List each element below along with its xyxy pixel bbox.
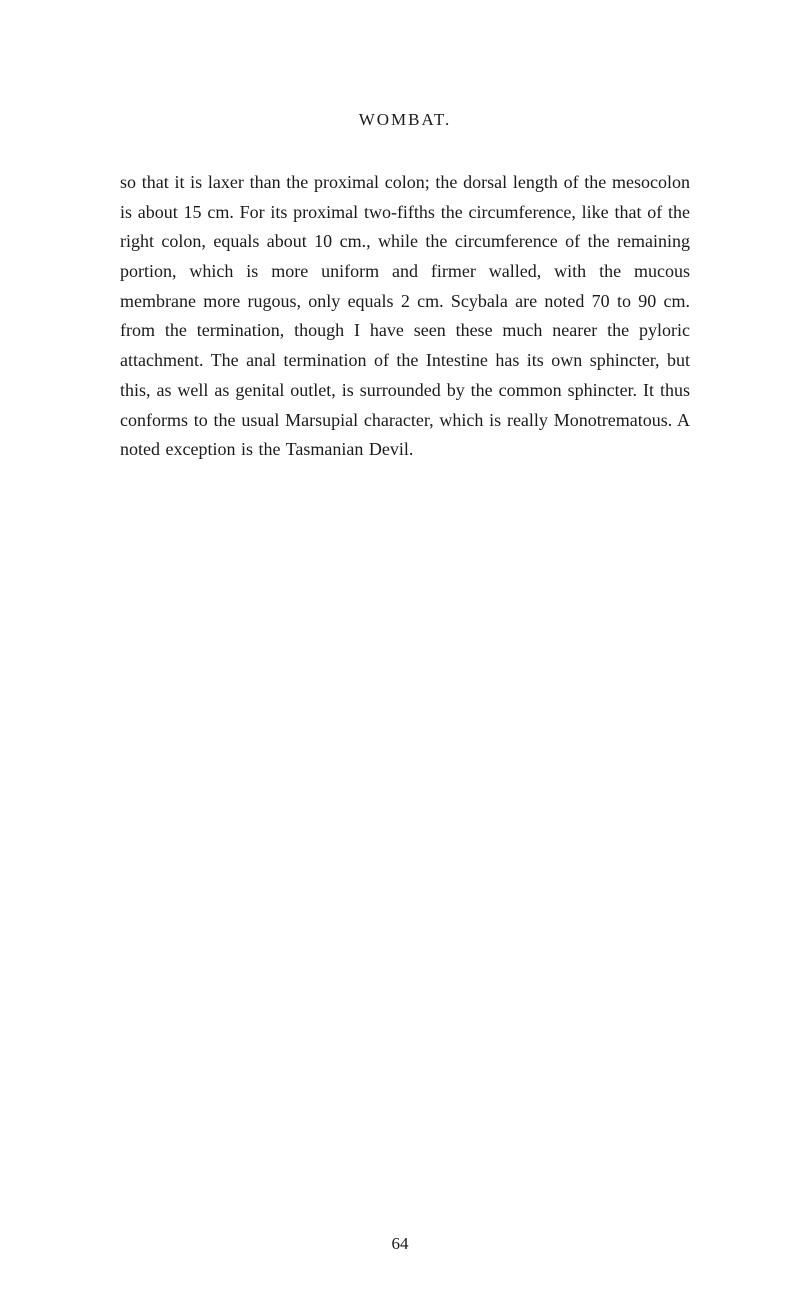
page-number: 64 bbox=[0, 1234, 800, 1254]
page-header: WOMBAT. bbox=[120, 110, 690, 130]
page-number-value: 64 bbox=[392, 1234, 409, 1253]
body-paragraph: so that it is laxer than the proximal co… bbox=[120, 168, 690, 465]
header-title: WOMBAT. bbox=[359, 110, 452, 129]
paragraph-text: so that it is laxer than the proximal co… bbox=[120, 172, 690, 459]
